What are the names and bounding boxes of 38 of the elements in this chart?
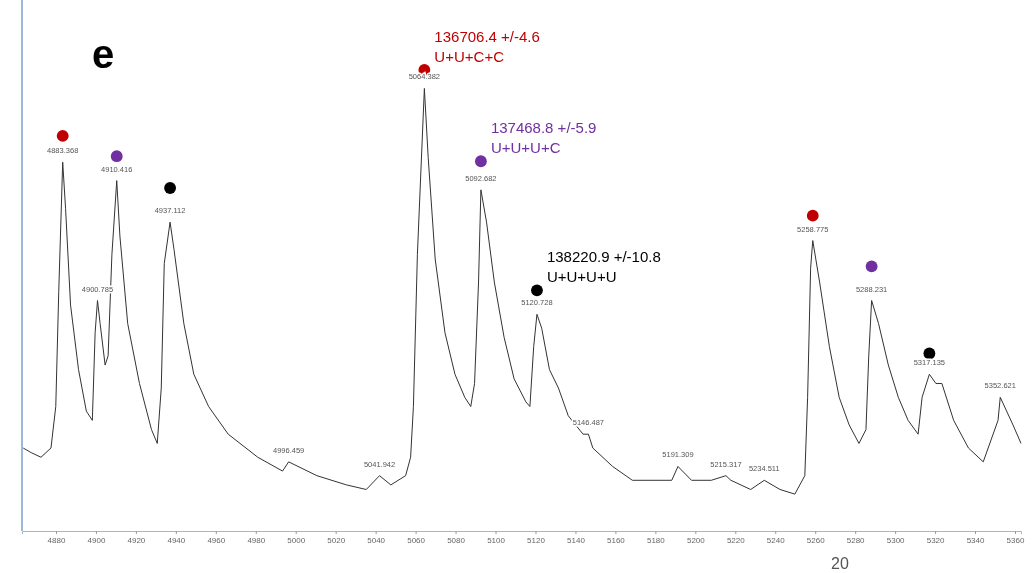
point xyxy=(164,182,176,194)
x-tick-label: 5080 xyxy=(447,535,466,545)
series-label: 138220.9 +/-10.8 U+U+U+U xyxy=(546,248,661,286)
x-tick-label: 4940 xyxy=(167,535,186,545)
x-tick-label: 4920 xyxy=(127,535,146,545)
x-tick-label: 5320 xyxy=(926,535,946,545)
x-tick-label: 5200 xyxy=(686,535,706,545)
point xyxy=(865,260,878,273)
x-tick-label: 5240 xyxy=(766,535,786,545)
x-tick-label: 5040 xyxy=(367,535,386,545)
text: 20 xyxy=(831,555,849,572)
x-tick-label: 5340 xyxy=(966,535,985,545)
x-tick-label: 5100 xyxy=(487,535,506,545)
x-tick-label: 5000 xyxy=(287,535,306,545)
point xyxy=(110,150,123,163)
x-tick-label: 5160 xyxy=(607,535,626,545)
x-tick-label: 4980 xyxy=(247,535,266,545)
point xyxy=(56,130,69,142)
point xyxy=(474,155,487,168)
x-tick-label: 5300 xyxy=(886,535,906,545)
x-tick-label: 4960 xyxy=(207,535,226,545)
x-tick-label: 5120 xyxy=(527,535,546,545)
x-tick-label: 5060 xyxy=(407,535,426,545)
x-tick-label: 4880 xyxy=(47,535,66,545)
x-tick-label: 5280 xyxy=(846,535,866,545)
point xyxy=(531,284,543,297)
x-tick-label: 5180 xyxy=(646,535,666,545)
x-tick-label: 5220 xyxy=(726,535,746,545)
point xyxy=(923,347,936,360)
chart-title: e xyxy=(92,32,115,76)
x-tick-label: 4900 xyxy=(87,535,106,545)
x-tick-label: 5140 xyxy=(567,535,586,545)
series-label: 136706.4 +/-4.6 U+U+C+C xyxy=(434,28,540,65)
x-tick-label: 5260 xyxy=(806,535,826,545)
x-tick-label: 5360 xyxy=(1006,535,1025,545)
series-label: 137468.8 +/-5.9 U+U+U+C xyxy=(490,119,597,157)
point xyxy=(806,209,819,222)
x-tick-label: 5020 xyxy=(327,535,346,545)
